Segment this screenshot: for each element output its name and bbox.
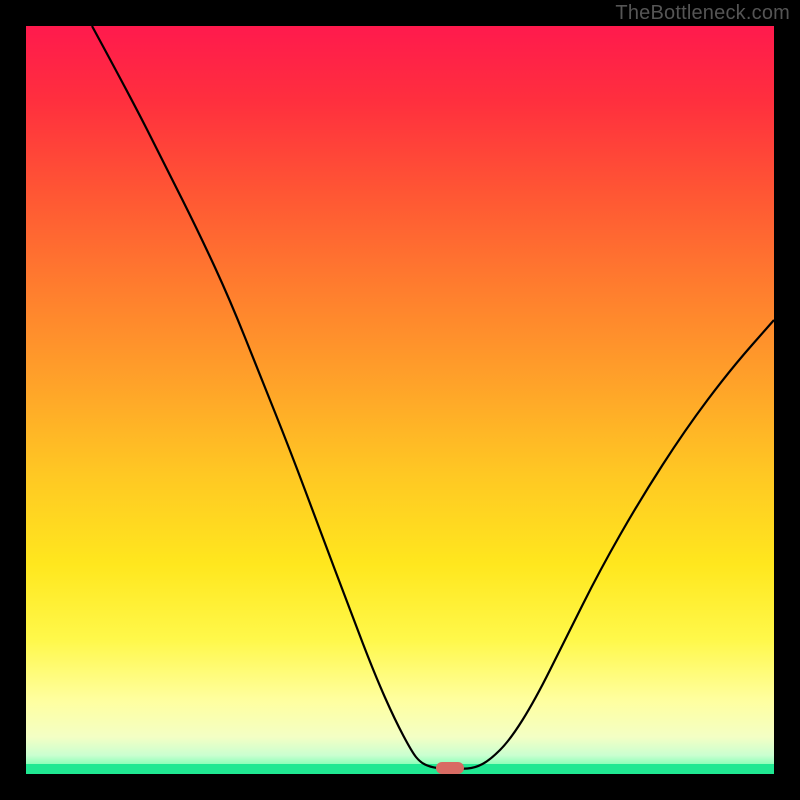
watermark: TheBottleneck.com xyxy=(615,2,790,25)
bottleneck-curve xyxy=(0,0,800,800)
bottleneck-curve-path xyxy=(92,26,774,769)
optimal-point-marker xyxy=(436,762,464,774)
